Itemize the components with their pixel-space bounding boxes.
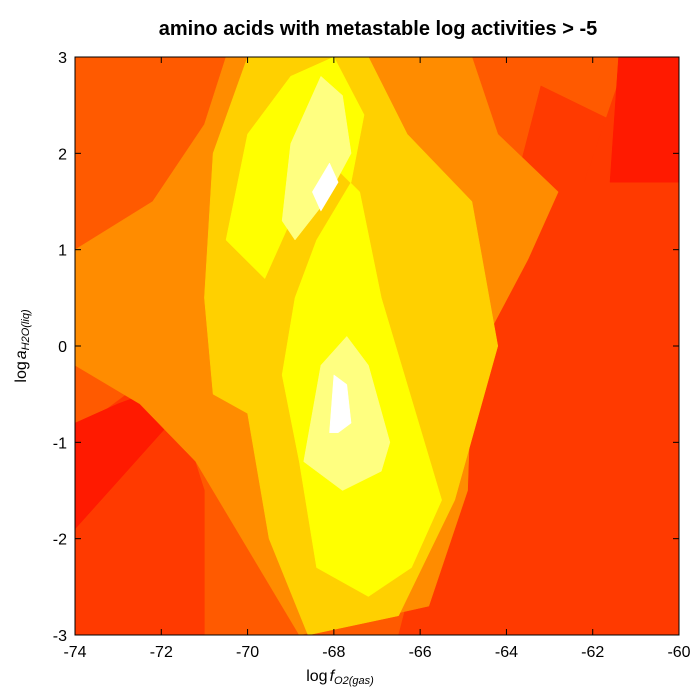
x-tick-label: -62 bbox=[581, 644, 604, 661]
region-9 bbox=[281, 75, 352, 241]
x-tick-label: -74 bbox=[63, 644, 86, 661]
y-tick-label: -2 bbox=[53, 532, 67, 549]
x-tick-label: -60 bbox=[667, 644, 690, 661]
region-8 bbox=[225, 57, 442, 597]
region-11 bbox=[312, 162, 339, 212]
x-tick-label: -66 bbox=[409, 644, 432, 661]
chart-title: amino acids with metastable log activiti… bbox=[159, 18, 597, 40]
region-12 bbox=[329, 374, 352, 433]
x-axis-label-sub: O2(gas) bbox=[334, 675, 374, 687]
y-axis: -3 -2 -1 0 1 2 3 bbox=[53, 50, 679, 645]
y-tick-label: -3 bbox=[53, 628, 67, 645]
y-axis-label: log aH2O(liq) bbox=[13, 309, 32, 383]
y-tick-label: 2 bbox=[58, 146, 67, 163]
y-tick-label: 3 bbox=[58, 50, 67, 67]
y-axis-label-var: a bbox=[13, 350, 30, 359]
x-axis: -74 -72 -70 -68 -66 -64 -62 -60 bbox=[63, 57, 691, 661]
y-axis-label-sub: H2O(liq) bbox=[20, 309, 32, 350]
x-axis-label-var: f bbox=[330, 668, 336, 685]
y-axis-label-prefix: log bbox=[13, 361, 30, 382]
y-tick-label: 1 bbox=[58, 243, 67, 260]
x-tick-label: -70 bbox=[236, 644, 259, 661]
heatmap-regions bbox=[75, 57, 679, 635]
x-tick-label: -68 bbox=[322, 644, 345, 661]
x-axis-label-prefix: log bbox=[306, 668, 327, 685]
x-tick-label: -64 bbox=[495, 644, 518, 661]
y-tick-label: -1 bbox=[53, 435, 67, 452]
region-4 bbox=[609, 57, 679, 183]
x-tick-label: -72 bbox=[150, 644, 173, 661]
x-axis-label: log fO2(gas) bbox=[306, 668, 374, 687]
y-tick-label: 0 bbox=[58, 339, 67, 356]
